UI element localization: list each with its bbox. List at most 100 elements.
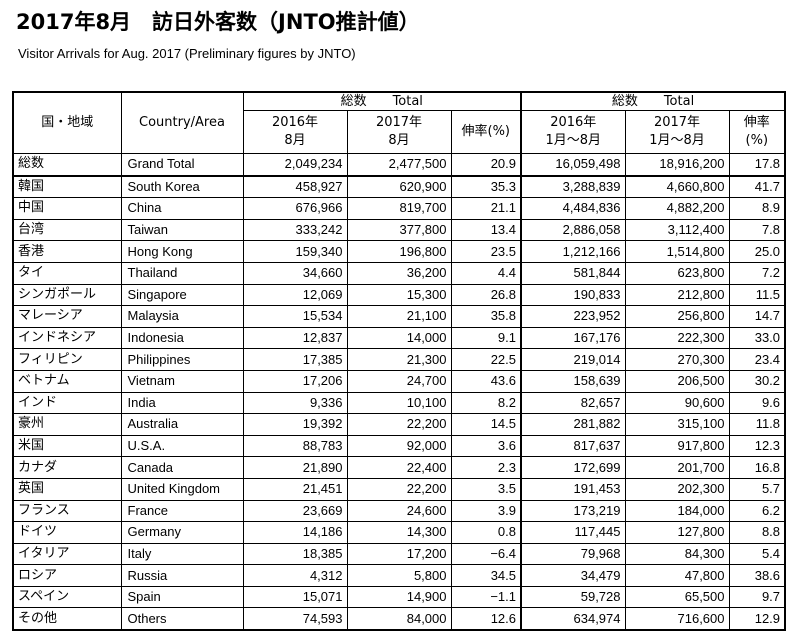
table-row: 中国 China 676,966 819,700 21.1 4,484,836 4,882,… <box>12 197 786 220</box>
cell-growth-ytd: 5.4 <box>728 542 786 566</box>
cell-growth-aug: 43.6 <box>450 369 522 393</box>
cell-aug-2017: 21,100 <box>346 305 452 328</box>
cell-ytd-2017: 4,660,800 <box>624 175 730 199</box>
cell-ytd-2017: 18,916,200 <box>624 152 730 177</box>
page-subtitle: Visitor Arrivals for Aug. 2017 (Prelimin… <box>18 46 356 61</box>
cell-ytd-2017: 917,800 <box>624 434 730 458</box>
cell-growth-ytd: 11.5 <box>728 283 786 307</box>
cell-ytd-2016: 634,974 <box>520 607 626 631</box>
cell-aug-2017: 22,400 <box>346 456 452 479</box>
cell-growth-aug: 35.8 <box>450 305 522 328</box>
table-row: ロシア Russia 4,312 5,800 34.5 34,479 47,800 38.6 <box>12 564 786 587</box>
cell-growth-aug: 3.6 <box>450 434 522 458</box>
cell-ytd-2016: 79,968 <box>520 542 626 566</box>
cell-growth-ytd: 5.7 <box>728 477 786 501</box>
cell-aug-2017: 84,000 <box>346 607 452 631</box>
cell-ytd-2016: 191,453 <box>520 477 626 501</box>
header-month-2017: 2017年 8月 <box>346 110 452 154</box>
cell-ytd-2017: 65,500 <box>624 585 730 609</box>
cell-aug-2016: 333,242 <box>242 218 348 242</box>
cell-region-jp: 台湾 <box>12 218 122 242</box>
cell-region-jp: ロシア <box>12 564 122 587</box>
cell-ytd-2016: 1,212,166 <box>520 240 626 263</box>
cell-growth-aug: 14.5 <box>450 413 522 436</box>
cell-growth-ytd: 9.7 <box>728 585 786 609</box>
cell-aug-2016: 17,385 <box>242 348 348 371</box>
cell-growth-ytd: 41.7 <box>728 175 786 199</box>
cell-region-jp: インドネシア <box>12 326 122 350</box>
cell-growth-aug: −6.4 <box>450 542 522 566</box>
header-month-2017-year: 2017年 <box>375 115 423 130</box>
cell-growth-ytd: 11.8 <box>728 413 786 436</box>
cell-region-jp: 韓国 <box>12 175 122 199</box>
cell-ytd-2016: 82,657 <box>520 391 626 415</box>
table-body: 総数 Grand Total 2,049,234 2,477,500 20.9 16,05… <box>12 152 786 631</box>
cell-aug-2017: 377,800 <box>346 218 452 242</box>
cell-ytd-2017: 212,800 <box>624 283 730 307</box>
table-row: 豪州 Australia 19,392 22,200 14.5 281,882 315,10… <box>12 413 786 436</box>
cell-region-jp: フィリピン <box>12 348 122 371</box>
cell-region-en: Australia <box>120 413 244 436</box>
header-group-ytd: 総数 Total <box>519 91 786 111</box>
cell-region-jp: 香港 <box>12 240 122 263</box>
cell-ytd-2017: 315,100 <box>624 413 730 436</box>
cell-growth-aug: 35.3 <box>450 175 522 199</box>
cell-growth-ytd: 12.9 <box>728 607 786 631</box>
cell-region-jp: イタリア <box>12 542 122 566</box>
table-row: タイ Thailand 34,660 36,200 4.4 581,844 623,800 7… <box>12 261 786 285</box>
cell-region-jp: マレーシア <box>12 305 122 328</box>
table-row: 台湾 Taiwan 333,242 377,800 13.4 2,886,058 3,112… <box>12 218 786 242</box>
cell-aug-2017: 14,900 <box>346 585 452 609</box>
cell-region-jp: ベトナム <box>12 369 122 393</box>
cell-aug-2016: 676,966 <box>242 197 348 220</box>
cell-aug-2016: 88,783 <box>242 434 348 458</box>
cell-ytd-2016: 158,639 <box>520 369 626 393</box>
cell-aug-2017: 21,300 <box>346 348 452 371</box>
table-row: シンガポール Singapore 12,069 15,300 26.8 190,833 21… <box>12 283 786 307</box>
cell-growth-aug: 20.9 <box>450 152 522 177</box>
cell-ytd-2017: 270,300 <box>624 348 730 371</box>
header-month-2016-year: 2016年 <box>271 115 319 130</box>
cell-growth-ytd: 14.7 <box>728 305 786 328</box>
cell-region-en: Vietnam <box>120 369 244 393</box>
cell-ytd-2017: 4,882,200 <box>624 197 730 220</box>
cell-aug-2017: 22,200 <box>346 477 452 501</box>
cell-ytd-2016: 190,833 <box>520 283 626 307</box>
table-row: 香港 Hong Kong 159,340 196,800 23.5 1,212,166 1,… <box>12 240 786 263</box>
cell-region-en: Malaysia <box>120 305 244 328</box>
cell-aug-2017: 22,200 <box>346 413 452 436</box>
cell-growth-aug: 4.4 <box>450 261 522 285</box>
cell-ytd-2017: 184,000 <box>624 499 730 523</box>
page-title: 2017年8月 訪日外客数（JNTO推計値） <box>16 10 420 34</box>
cell-growth-aug: 8.2 <box>450 391 522 415</box>
cell-ytd-2017: 623,800 <box>624 261 730 285</box>
cell-aug-2016: 18,385 <box>242 542 348 566</box>
cell-growth-ytd: 33.0 <box>728 326 786 350</box>
table-row: フィリピン Philippines 17,385 21,300 22.5 219,014 2… <box>12 348 786 371</box>
cell-ytd-2016: 2,886,058 <box>520 218 626 242</box>
cell-growth-ytd: 12.3 <box>728 434 786 458</box>
cell-aug-2016: 34,660 <box>242 261 348 285</box>
table-row: インド India 9,336 10,100 8.2 82,657 90,600 9.6 <box>12 391 786 415</box>
cell-aug-2017: 24,600 <box>346 499 452 523</box>
table-row: その他 Others 74,593 84,000 12.6 634,974 716,600 1… <box>12 607 786 631</box>
cell-region-en: Singapore <box>120 283 244 307</box>
cell-aug-2017: 620,900 <box>346 175 452 199</box>
cell-ytd-2017: 127,800 <box>624 521 730 544</box>
cell-region-en: Spain <box>120 585 244 609</box>
cell-ytd-2016: 34,479 <box>520 564 626 587</box>
cell-ytd-2016: 16,059,498 <box>520 152 626 177</box>
cell-region-en: Russia <box>120 564 244 587</box>
cell-region-jp: インド <box>12 391 122 415</box>
cell-region-en: Indonesia <box>120 326 244 350</box>
cell-growth-aug: 0.8 <box>450 521 522 544</box>
cell-ytd-2016: 173,219 <box>520 499 626 523</box>
header-ytd-2017: 2017年 1月～8月 <box>624 110 730 154</box>
table-row: 米国 U.S.A. 88,783 92,000 3.6 817,637 917,800 12.… <box>12 434 786 458</box>
table-row: イタリア Italy 18,385 17,200 −6.4 79,968 84,300 5.4 <box>12 542 786 566</box>
cell-aug-2017: 36,200 <box>346 261 452 285</box>
header-month-2017-period: 8月 <box>388 133 410 148</box>
cell-ytd-2016: 117,445 <box>520 521 626 544</box>
cell-ytd-2016: 281,882 <box>520 413 626 436</box>
cell-region-en: United Kingdom <box>120 477 244 501</box>
